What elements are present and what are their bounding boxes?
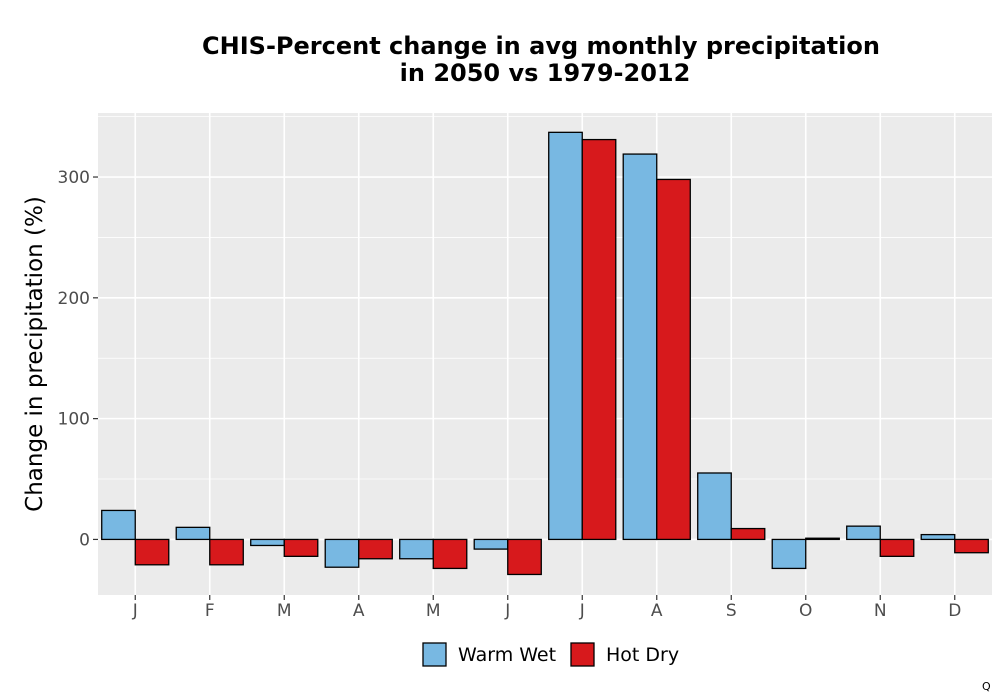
x-tick-label: F [205,601,215,621]
x-tick-label: S [726,601,737,621]
x-tick-label: A [651,601,663,621]
y-tick-label: 200 [58,289,90,309]
y-axis: 0 100 200 300 [58,168,98,550]
legend-label: Warm Wet [458,644,556,666]
x-tick-label: O [799,601,812,621]
bar [209,538,244,566]
bar [879,538,915,557]
bar [920,533,956,541]
bar [846,525,881,541]
corner-mark: Q [982,680,991,693]
bar [134,538,170,566]
x-tick-label: M [277,601,292,621]
bar [175,526,211,541]
bar [622,153,658,541]
x-tick-label: J [504,601,510,621]
bar [507,538,542,576]
bar [283,538,319,557]
bars [101,131,989,576]
y-axis-title: Change in precipitation (%) [22,196,48,512]
bar [771,538,807,570]
y-tick-label: 100 [58,410,90,430]
bar [101,509,136,541]
gridlines [98,113,992,595]
bar [432,538,468,570]
bar [697,472,732,541]
legend-label: Hot Dry [606,644,679,666]
chart-title-line-1: CHIS-Percent change in avg monthly preci… [202,32,880,60]
bar [581,138,617,541]
bar [730,527,766,541]
legend: Warm Wet Hot Dry [422,642,679,667]
plot-panel [98,113,992,595]
bar [473,538,509,550]
bar [656,178,691,541]
bar [548,131,583,541]
y-tick-label: 0 [79,530,90,550]
bar [805,537,840,541]
x-tick-label: D [948,601,961,621]
legend-key [422,642,447,667]
bar [324,538,360,568]
y-tick-label: 300 [58,168,90,188]
x-tick-label: J [132,601,138,621]
x-tick-label: A [353,601,365,621]
x-tick-label: J [579,601,585,621]
panel-background [98,113,992,595]
bar [250,538,285,547]
chart-title-line-2: in 2050 vs 1979-2012 [400,59,691,87]
x-tick-label: M [426,601,441,621]
bar [954,538,989,554]
legend-key [570,642,595,667]
bar [399,538,434,560]
bar [358,538,393,560]
x-tick-label: N [874,601,887,621]
